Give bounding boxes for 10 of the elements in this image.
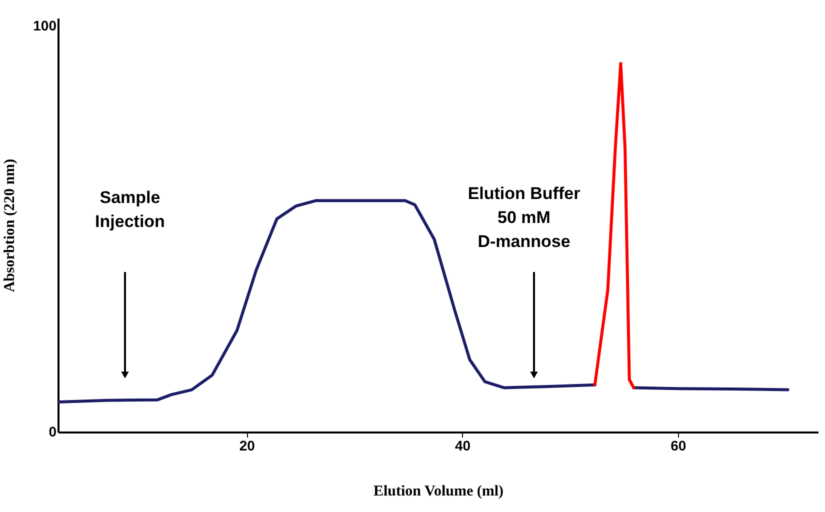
x-tick-label: 60 [670, 438, 686, 454]
line-series [593, 62, 636, 390]
x-tick-label: 20 [239, 438, 256, 454]
y-tick-label: 0 [48, 424, 57, 440]
y-tick-label: 100 [33, 18, 57, 34]
annotation: Sample Injection [95, 188, 165, 231]
annotation: Elution Buffer 50 mM D-mannose [468, 184, 581, 251]
x-axis-title: Elution Volume (ml) [373, 484, 504, 500]
x-tick-label: 40 [454, 438, 471, 454]
y-axis-title: Absorbtion (220 nm) [2, 158, 18, 292]
